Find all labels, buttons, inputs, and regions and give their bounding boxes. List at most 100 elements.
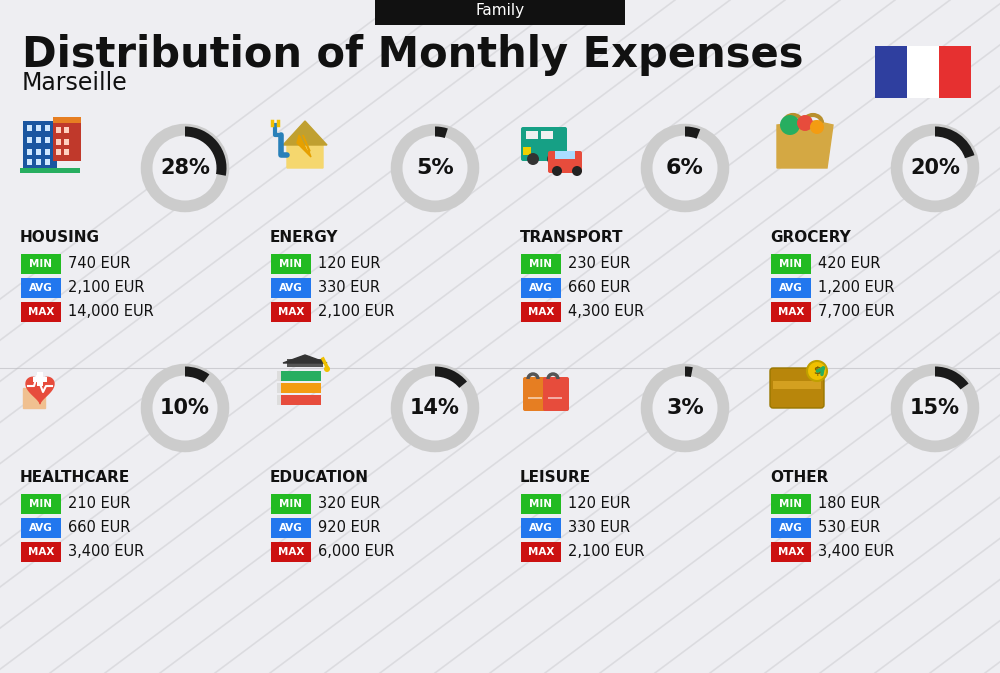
FancyBboxPatch shape — [521, 542, 561, 562]
Wedge shape — [185, 127, 226, 176]
Text: MAX: MAX — [28, 547, 54, 557]
FancyBboxPatch shape — [271, 302, 311, 322]
FancyBboxPatch shape — [21, 278, 61, 298]
Text: Marseille: Marseille — [22, 71, 128, 95]
FancyBboxPatch shape — [521, 302, 561, 322]
Text: 660 EUR: 660 EUR — [68, 520, 130, 536]
Wedge shape — [685, 127, 700, 139]
Text: 3,400 EUR: 3,400 EUR — [68, 544, 144, 559]
Polygon shape — [287, 128, 323, 168]
FancyBboxPatch shape — [555, 151, 575, 159]
Text: MIN: MIN — [30, 259, 52, 269]
Text: 330 EUR: 330 EUR — [318, 281, 380, 295]
FancyBboxPatch shape — [771, 542, 811, 562]
FancyBboxPatch shape — [271, 518, 311, 538]
FancyBboxPatch shape — [64, 139, 69, 145]
Wedge shape — [935, 127, 974, 158]
Text: MAX: MAX — [28, 307, 54, 317]
Text: 420 EUR: 420 EUR — [818, 256, 881, 271]
FancyBboxPatch shape — [287, 359, 323, 367]
FancyBboxPatch shape — [771, 302, 811, 322]
FancyBboxPatch shape — [771, 518, 811, 538]
FancyBboxPatch shape — [541, 131, 553, 139]
Text: 4,300 EUR: 4,300 EUR — [568, 304, 644, 320]
Circle shape — [324, 366, 330, 372]
FancyBboxPatch shape — [36, 125, 41, 131]
Text: MAX: MAX — [528, 547, 554, 557]
Polygon shape — [283, 355, 327, 363]
FancyBboxPatch shape — [271, 494, 311, 514]
Text: 10%: 10% — [160, 398, 210, 418]
FancyBboxPatch shape — [375, 0, 625, 25]
Text: 15%: 15% — [910, 398, 960, 418]
FancyBboxPatch shape — [27, 149, 32, 155]
Polygon shape — [23, 388, 45, 408]
FancyBboxPatch shape — [875, 46, 907, 98]
Text: 20%: 20% — [910, 158, 960, 178]
Circle shape — [572, 166, 582, 176]
Text: MAX: MAX — [278, 547, 304, 557]
FancyBboxPatch shape — [771, 278, 811, 298]
Text: 120 EUR: 120 EUR — [318, 256, 380, 271]
Circle shape — [547, 153, 559, 165]
FancyBboxPatch shape — [770, 368, 824, 408]
FancyBboxPatch shape — [523, 377, 549, 411]
Text: AVG: AVG — [29, 283, 53, 293]
Text: Distribution of Monthly Expenses: Distribution of Monthly Expenses — [22, 34, 804, 76]
FancyBboxPatch shape — [773, 381, 821, 389]
Text: EDUCATION: EDUCATION — [270, 470, 369, 485]
Text: $: $ — [813, 366, 821, 376]
Circle shape — [780, 115, 800, 135]
FancyBboxPatch shape — [33, 377, 47, 382]
FancyBboxPatch shape — [56, 139, 61, 145]
Circle shape — [402, 135, 468, 201]
Text: 2,100 EUR: 2,100 EUR — [318, 304, 394, 320]
Circle shape — [527, 153, 539, 165]
Polygon shape — [777, 121, 833, 168]
Text: AVG: AVG — [279, 523, 303, 533]
Circle shape — [152, 376, 218, 441]
FancyBboxPatch shape — [521, 254, 561, 274]
FancyBboxPatch shape — [548, 151, 582, 173]
FancyBboxPatch shape — [56, 149, 61, 155]
Text: 14%: 14% — [410, 398, 460, 418]
FancyBboxPatch shape — [526, 131, 538, 139]
Wedge shape — [685, 367, 693, 377]
FancyBboxPatch shape — [528, 397, 542, 399]
Text: MIN: MIN — [780, 499, 802, 509]
FancyBboxPatch shape — [45, 137, 50, 143]
Text: MAX: MAX — [778, 307, 804, 317]
FancyBboxPatch shape — [271, 542, 311, 562]
FancyBboxPatch shape — [45, 149, 50, 155]
Wedge shape — [935, 367, 969, 390]
FancyBboxPatch shape — [277, 383, 281, 393]
FancyBboxPatch shape — [64, 149, 69, 155]
FancyBboxPatch shape — [36, 137, 41, 143]
FancyBboxPatch shape — [21, 542, 61, 562]
Text: 14,000 EUR: 14,000 EUR — [68, 304, 154, 320]
FancyBboxPatch shape — [521, 494, 561, 514]
Circle shape — [902, 135, 968, 201]
FancyBboxPatch shape — [277, 371, 321, 381]
Wedge shape — [435, 127, 448, 138]
Polygon shape — [26, 378, 54, 404]
Polygon shape — [283, 121, 327, 145]
Circle shape — [807, 361, 827, 381]
Circle shape — [152, 135, 218, 201]
FancyBboxPatch shape — [21, 302, 61, 322]
FancyBboxPatch shape — [271, 278, 311, 298]
Text: AVG: AVG — [279, 283, 303, 293]
Text: Family: Family — [475, 3, 525, 18]
Text: MAX: MAX — [778, 547, 804, 557]
FancyBboxPatch shape — [21, 254, 61, 274]
Circle shape — [797, 115, 813, 131]
Circle shape — [652, 135, 718, 201]
FancyBboxPatch shape — [64, 127, 69, 133]
Text: OTHER: OTHER — [770, 470, 828, 485]
Text: MIN: MIN — [30, 499, 52, 509]
Text: MIN: MIN — [530, 499, 552, 509]
Wedge shape — [185, 367, 209, 382]
FancyBboxPatch shape — [771, 254, 811, 274]
Text: 180 EUR: 180 EUR — [818, 497, 880, 511]
Text: 530 EUR: 530 EUR — [818, 520, 880, 536]
